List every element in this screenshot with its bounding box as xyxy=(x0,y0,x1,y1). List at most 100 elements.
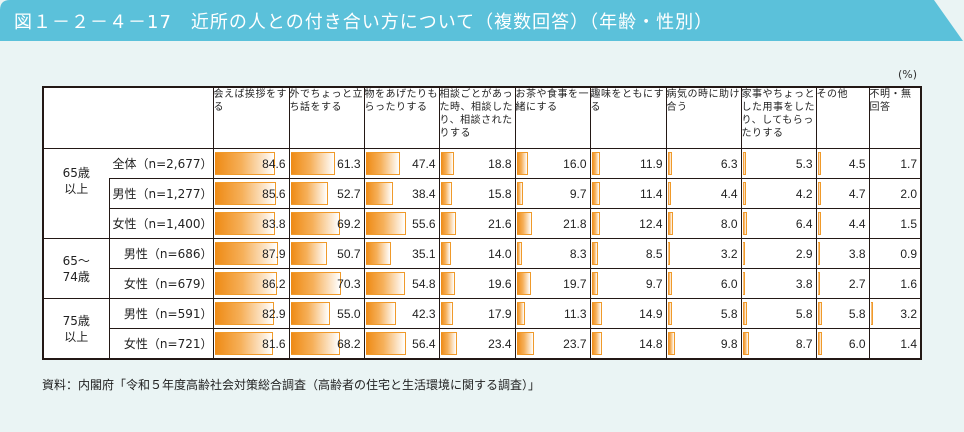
group-label-text: 75歳 以上 xyxy=(62,313,90,344)
value-cell: 1.7 xyxy=(868,148,922,179)
value-label: 69.2 xyxy=(337,216,361,231)
bar xyxy=(365,152,400,175)
value-label: 3.2 xyxy=(720,246,738,261)
row-label: 男性（n=591） xyxy=(108,298,214,329)
title-banner: 図１－２－４－17 近所の人との付き合い方について（複数回答）（年齢・性別） xyxy=(0,0,964,41)
bar xyxy=(440,332,458,355)
bar xyxy=(870,302,873,325)
bar xyxy=(516,212,533,235)
bar xyxy=(516,152,529,175)
value-label: 4.4 xyxy=(720,186,738,201)
column-header: 相談ごとがあった時、相談したり、相談されたりする xyxy=(438,86,516,149)
bar xyxy=(667,302,672,325)
value-cell: 47.4 xyxy=(363,148,440,179)
value-label: 4.7 xyxy=(848,186,866,201)
value-cell: 23.4 xyxy=(438,328,516,360)
value-label: 55.0 xyxy=(337,306,361,321)
bar xyxy=(667,182,671,205)
bar xyxy=(516,302,525,325)
value-label: 9.7 xyxy=(645,276,663,291)
value-cell: 4.4 xyxy=(665,178,742,209)
value-label: 12.4 xyxy=(639,216,663,231)
value-cell: 68.2 xyxy=(288,328,365,360)
bar xyxy=(440,242,451,265)
value-label: 14.8 xyxy=(639,336,663,351)
value-cell: 3.2 xyxy=(868,298,922,329)
value-label: 4.5 xyxy=(848,156,866,171)
group-label-text: 65～ 74歳 xyxy=(62,253,90,284)
value-cell: 12.4 xyxy=(589,208,667,239)
bar xyxy=(742,242,745,265)
value-label: 56.4 xyxy=(412,336,436,351)
group-label-text: 65歳 以上 xyxy=(62,165,90,196)
value-label: 61.3 xyxy=(337,156,361,171)
bar xyxy=(365,332,407,355)
value-cell: 4.7 xyxy=(815,178,870,209)
value-label: 5.3 xyxy=(795,156,813,171)
figure-title: 図１－２－４－17 近所の人との付き合い方について（複数回答）（年齢・性別） xyxy=(14,12,714,33)
value-label: 8.3 xyxy=(569,246,587,261)
bar xyxy=(742,152,747,175)
bar xyxy=(667,152,673,175)
value-cell: 23.7 xyxy=(514,328,591,360)
value-cell: 18.8 xyxy=(438,148,516,179)
value-label: 70.3 xyxy=(337,276,361,291)
column-header: 家事やちょっとした用事をしたり、してもらったりする xyxy=(740,86,817,149)
row-label: 女性（n=721） xyxy=(108,328,214,360)
bar xyxy=(290,212,341,235)
value-label: 38.4 xyxy=(412,186,436,201)
data-table: 会えば挨拶をする 外でちょっと立ち話をする 物をあげたりもらったりする 相談ごとがあっ… xyxy=(42,86,922,360)
bar xyxy=(742,212,748,235)
value-cell: 1.5 xyxy=(868,208,922,239)
value-label: 6.4 xyxy=(795,216,813,231)
bar xyxy=(290,272,342,295)
bar xyxy=(667,212,674,235)
bar xyxy=(591,212,601,235)
bar xyxy=(516,272,531,295)
bar xyxy=(365,272,405,295)
value-cell: 8.7 xyxy=(740,328,817,360)
value-label: 83.8 xyxy=(262,216,286,231)
value-cell: 54.8 xyxy=(363,268,440,299)
value-cell: 19.7 xyxy=(514,268,591,299)
value-cell: 42.3 xyxy=(363,298,440,329)
value-label: 8.5 xyxy=(645,246,663,261)
value-label: 11.9 xyxy=(640,156,663,171)
value-cell: 6.0 xyxy=(665,268,742,299)
value-label: 47.4 xyxy=(412,156,436,171)
value-cell: 35.1 xyxy=(363,238,440,269)
value-label: 54.8 xyxy=(412,276,436,291)
value-label: 6.0 xyxy=(848,336,866,351)
table-row: 75歳 以上 男性（n=591） 82.9 55.0 42.3 17.9 11.3 14.9 5… xyxy=(42,298,922,360)
column-header: お茶や食事を一緒にする xyxy=(514,86,591,149)
value-cell: 5.8 xyxy=(740,298,817,329)
value-cell: 2.9 xyxy=(740,238,817,269)
row-label: 女性（n=1,400） xyxy=(108,208,214,239)
value-cell: 4.2 xyxy=(740,178,817,209)
value-label: 18.8 xyxy=(488,156,512,171)
value-label: 55.6 xyxy=(412,216,436,231)
value-label: 1.5 xyxy=(900,216,917,231)
value-label: 14.0 xyxy=(488,246,512,261)
bar xyxy=(440,302,454,325)
bar xyxy=(290,242,327,265)
value-cell: 55.6 xyxy=(363,208,440,239)
table-row: 全体（n=2,677） 84.6 61.3 47.4 18.8 16.0 11.9 6.3 5.… xyxy=(42,148,922,179)
value-cell: 52.7 xyxy=(288,178,365,209)
value-cell: 6.0 xyxy=(815,328,870,360)
bar xyxy=(440,212,457,235)
group-label: 75歳 以上 xyxy=(42,298,110,360)
value-label: 16.0 xyxy=(563,156,587,171)
value-cell: 6.4 xyxy=(740,208,817,239)
column-header: 病気の時に助け合う xyxy=(665,86,742,149)
bar xyxy=(591,332,603,355)
row-label: 女性（n=679） xyxy=(108,268,214,299)
bar xyxy=(214,212,275,235)
value-cell: 14.8 xyxy=(589,328,667,360)
value-label: 23.7 xyxy=(563,336,587,351)
value-cell: 84.6 xyxy=(212,148,290,179)
bar xyxy=(365,242,391,265)
table-row: 女性（n=1,400） 83.8 69.2 55.6 21.6 21.8 12.4 8.0 6.… xyxy=(43,208,922,239)
value-label: 11.4 xyxy=(640,186,663,201)
value-label: 8.7 xyxy=(795,336,813,351)
